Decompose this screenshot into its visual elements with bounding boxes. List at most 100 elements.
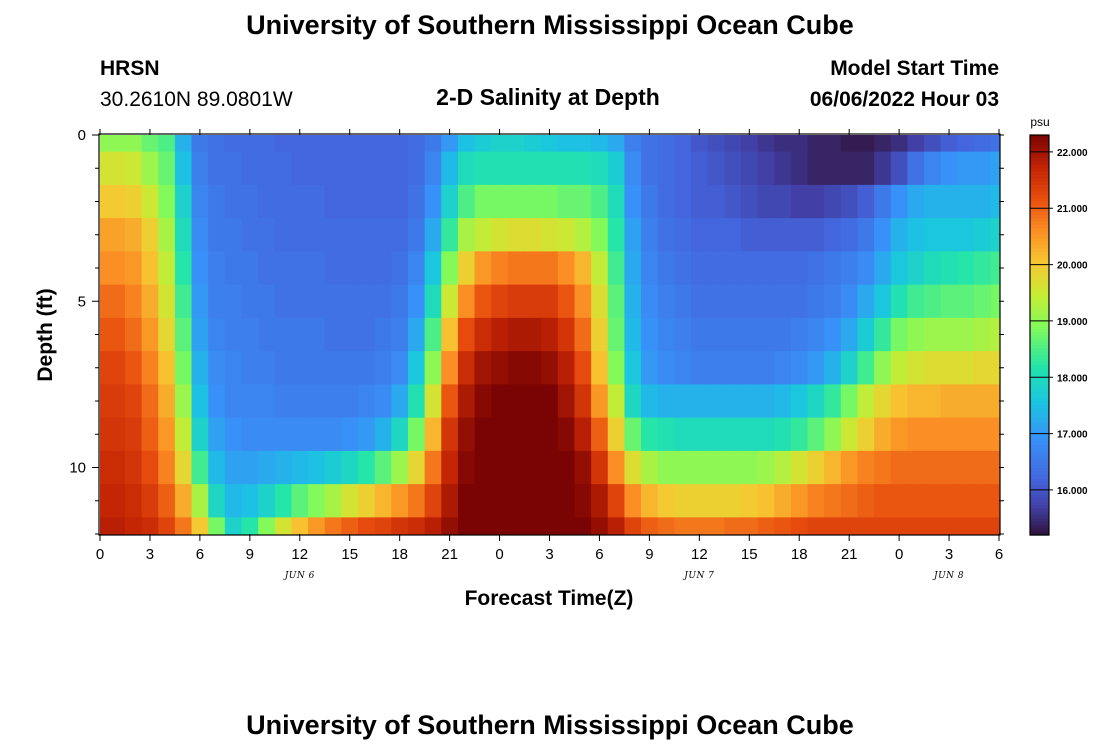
colorbar-segment	[1030, 231, 1049, 236]
colorbar-segment	[1030, 158, 1049, 163]
heatmap-cell	[358, 218, 376, 252]
colorbar-segment	[1030, 201, 1049, 206]
heatmap-cell	[291, 218, 309, 252]
heatmap-cell	[124, 184, 143, 219]
heatmap-cell	[974, 284, 992, 319]
heatmap-cell	[824, 450, 842, 485]
heatmap-cell	[241, 184, 259, 219]
heatmap-cell	[924, 151, 942, 186]
heatmap-cell	[407, 151, 426, 186]
heatmap-cell	[574, 417, 592, 452]
colorbar-unit: psu	[1030, 115, 1049, 129]
heatmap-cell	[890, 218, 909, 252]
x-tick-label: 3	[545, 546, 553, 563]
heatmap-cell	[224, 417, 243, 452]
heatmap-cell	[724, 284, 742, 319]
heatmap-cell	[957, 384, 975, 419]
heatmap-cell	[824, 135, 842, 153]
heatmap-cell	[974, 151, 992, 186]
heatmap-cell	[790, 484, 809, 518]
heatmap-cell	[890, 417, 909, 452]
heatmap-cell	[940, 450, 958, 485]
heatmap-cell	[857, 135, 875, 153]
heatmap-cell	[591, 384, 609, 419]
heatmap-cell	[507, 151, 526, 186]
heatmap-cell	[424, 184, 442, 219]
heatmap-cell	[774, 284, 792, 319]
heatmap-cell	[374, 284, 392, 319]
colorbar-segment	[1030, 525, 1049, 529]
heatmap-cell	[807, 251, 825, 286]
heatmap-cell	[308, 351, 326, 385]
heatmap-cell	[924, 251, 942, 286]
heatmap-cell	[824, 517, 842, 535]
heatmap-cell	[424, 450, 442, 485]
heatmap-cell	[291, 484, 309, 518]
heatmap-cell	[574, 151, 592, 186]
heatmap-cell	[940, 384, 958, 419]
colorbar-segment	[1030, 148, 1049, 153]
colorbar-segment	[1030, 335, 1049, 339]
heatmap-cell	[174, 184, 193, 219]
x-tick-label: 6	[995, 546, 1003, 563]
heatmap-cell	[341, 251, 359, 286]
day-label: JUN 8	[932, 571, 964, 581]
heatmap-cell	[391, 251, 409, 286]
heatmap-cell	[740, 184, 759, 219]
heatmap-cell	[241, 384, 259, 419]
heatmap-cell	[100, 417, 109, 452]
heatmap-cell	[191, 450, 209, 485]
colorbar-segment	[1030, 328, 1049, 333]
heatmap-cell	[907, 417, 925, 452]
heatmap-cell	[657, 517, 675, 535]
colorbar-segment	[1030, 188, 1049, 193]
heatmap-cell	[624, 484, 642, 518]
colorbar-segment	[1030, 218, 1049, 223]
heatmap-cell	[857, 151, 875, 186]
heatmap-cell	[774, 317, 792, 352]
heatmap-cell	[624, 151, 642, 186]
colorbar-segment	[1030, 448, 1049, 453]
heatmap-cell	[407, 351, 426, 385]
heatmap-cell	[124, 384, 143, 419]
heatmap-cell	[591, 417, 609, 452]
heatmap-cell	[541, 517, 559, 535]
heatmap-cell	[874, 284, 892, 319]
heatmap-cell	[641, 135, 659, 153]
colorbar-segment	[1030, 135, 1049, 139]
colorbar-segment	[1030, 138, 1049, 143]
heatmap-cell	[790, 218, 809, 252]
heatmap-cell	[108, 484, 126, 518]
heatmap-cell	[691, 384, 709, 419]
heatmap-cell	[100, 484, 109, 518]
heatmap-cell	[507, 218, 526, 252]
heatmap-cell	[541, 317, 559, 352]
heatmap-cell	[491, 317, 509, 352]
figure-title: University of Southern Mississippi Ocean…	[246, 10, 854, 40]
heatmap-cell	[441, 384, 459, 419]
heatmap-cell	[757, 218, 775, 252]
heatmap-cell	[757, 184, 775, 219]
heatmap-cell	[607, 135, 626, 153]
heatmap-cell	[258, 384, 276, 419]
heatmap-cell	[491, 135, 509, 153]
heatmap-cell	[424, 251, 442, 286]
heatmap-cell	[907, 517, 925, 535]
x-tick-label: 0	[895, 546, 903, 563]
heatmap-cell	[174, 135, 193, 153]
heatmap-cell	[757, 484, 775, 518]
colorbar-segment	[1030, 528, 1049, 533]
heatmap-cell	[724, 184, 742, 219]
heatmap-cell	[374, 218, 392, 252]
colorbar-segment	[1030, 461, 1049, 466]
heatmap-cell	[374, 317, 392, 352]
colorbar-segment	[1030, 338, 1049, 343]
heatmap-cell	[607, 351, 626, 385]
heatmap-cell	[557, 184, 576, 219]
heatmap-cell	[857, 484, 875, 518]
heatmap-cell	[291, 151, 309, 186]
colorbar-segment	[1030, 361, 1049, 366]
heatmap-cell	[374, 417, 392, 452]
heatmap-cell	[424, 517, 442, 535]
heatmap-cell	[774, 450, 792, 485]
